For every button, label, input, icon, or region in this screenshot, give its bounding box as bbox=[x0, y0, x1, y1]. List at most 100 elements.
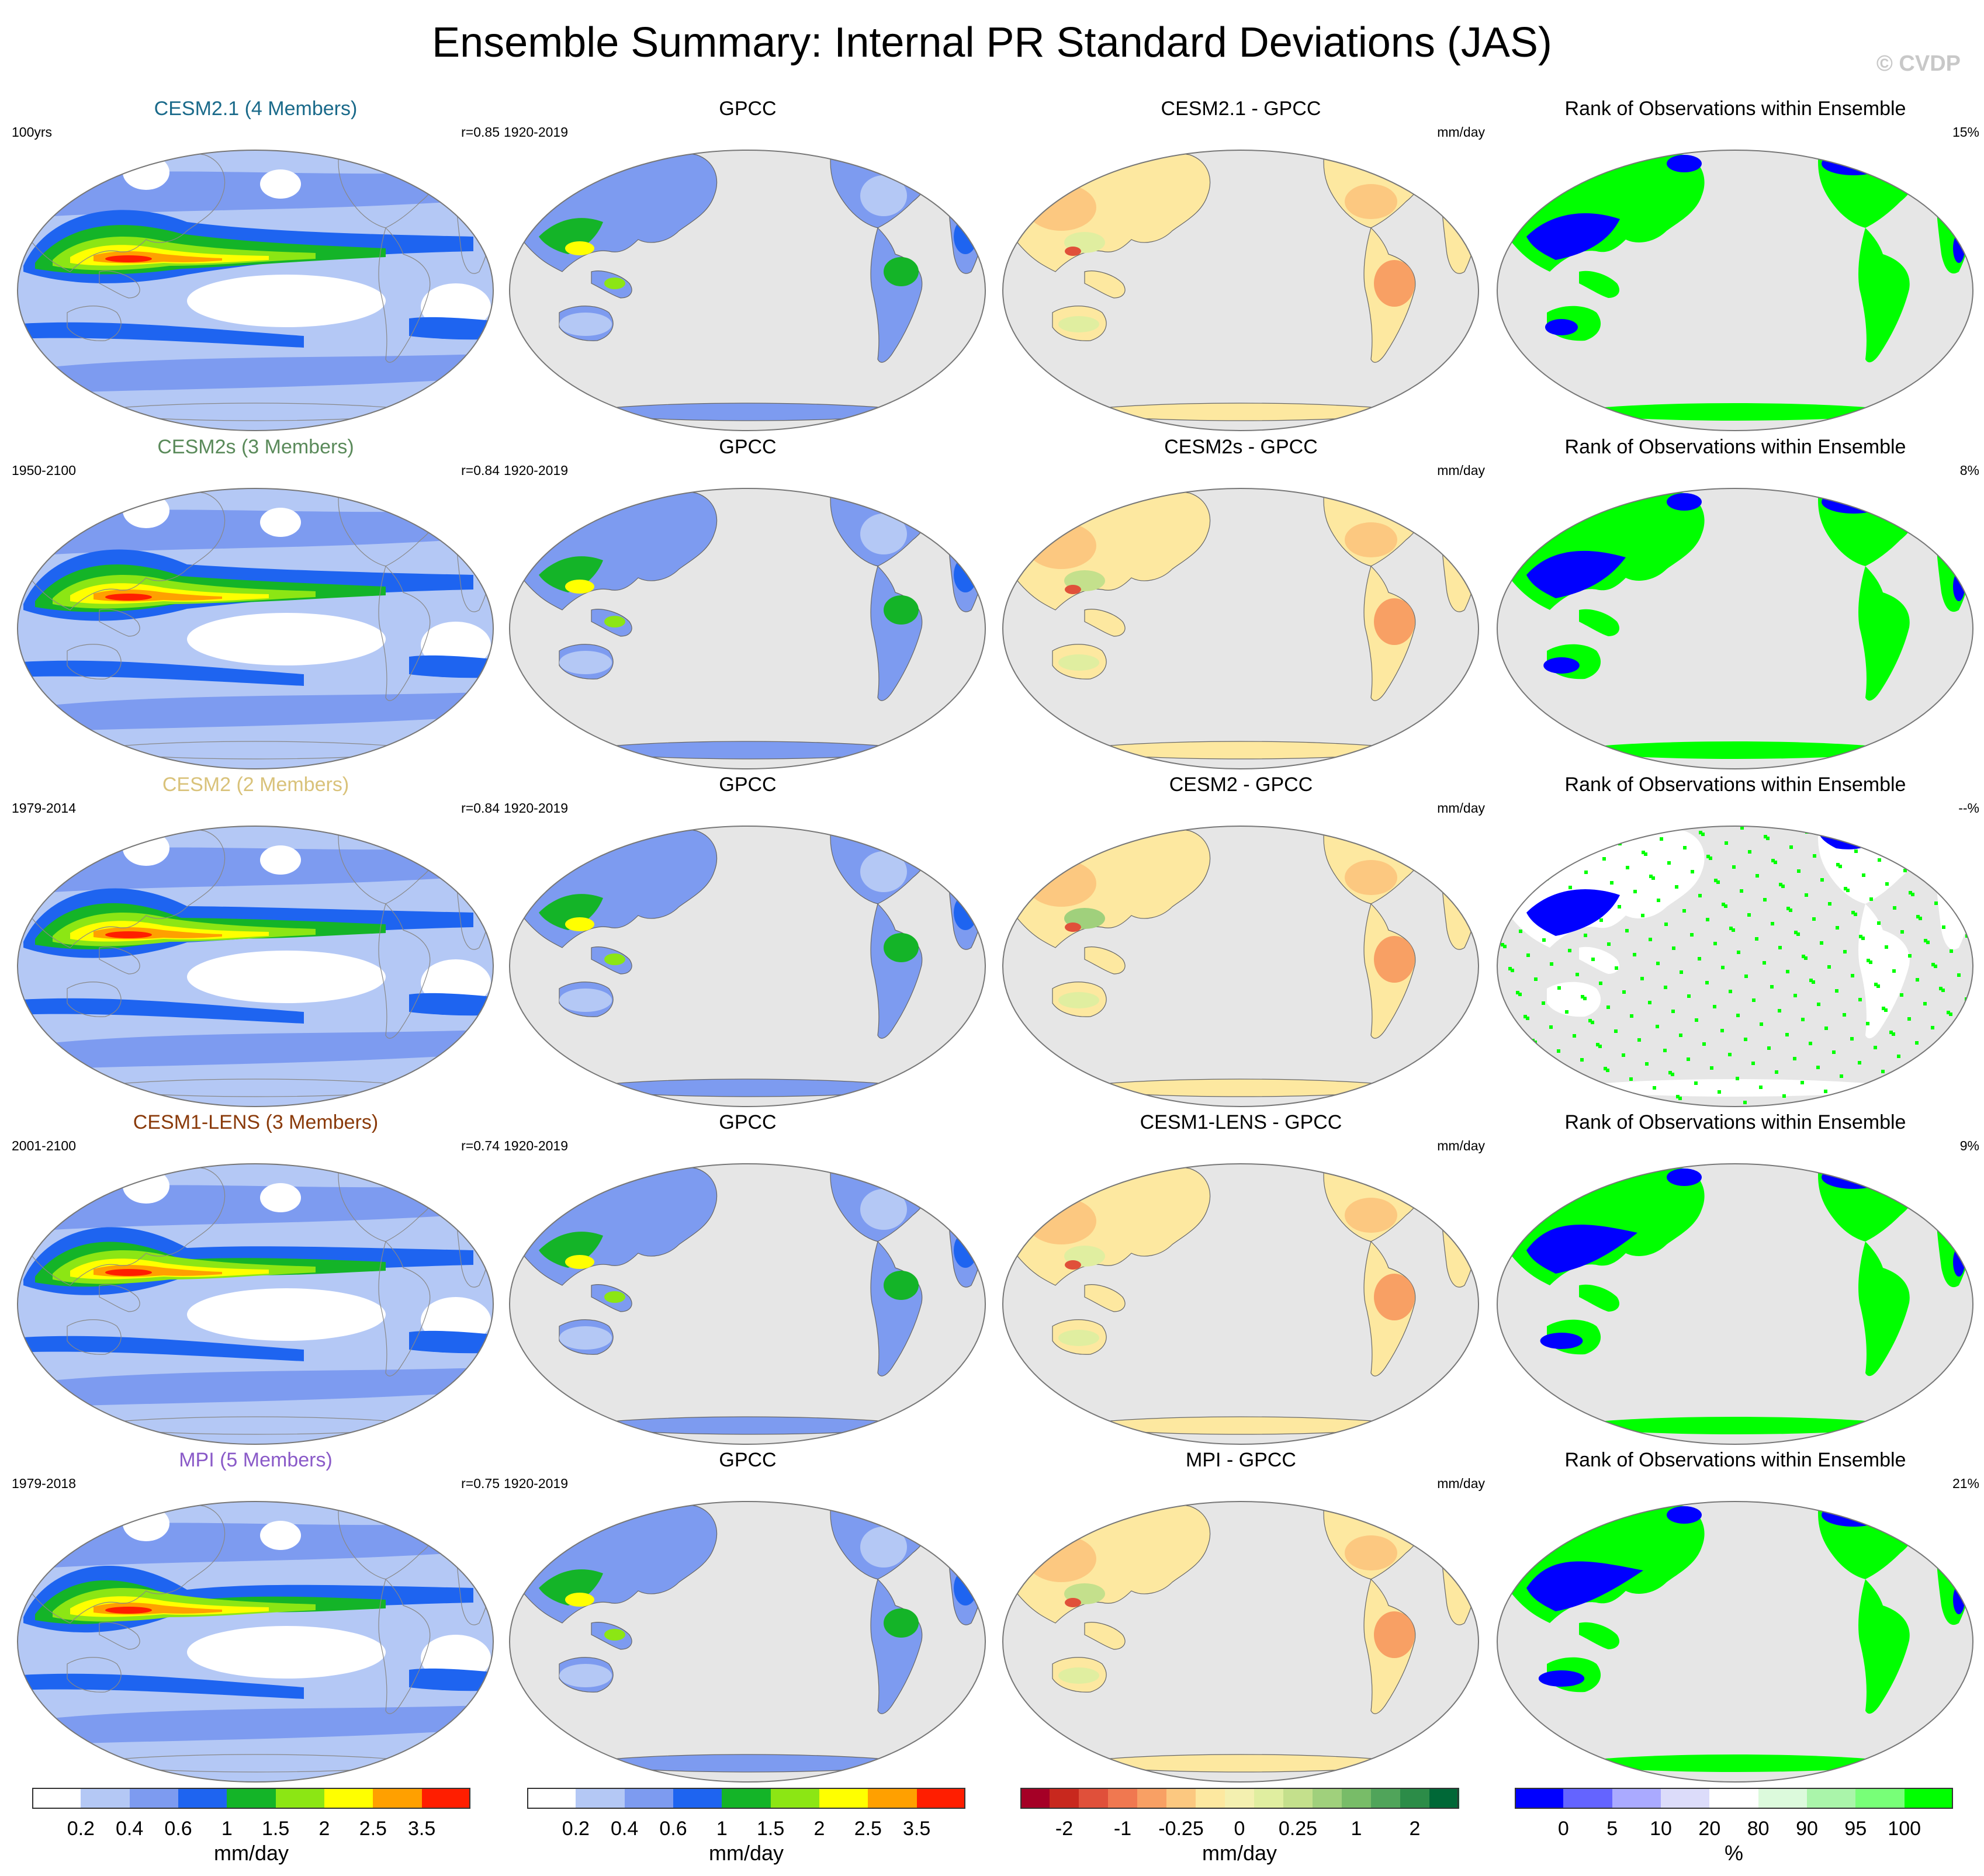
obs-title: GPCC bbox=[719, 1449, 777, 1471]
diff-title: CESM2 - GPCC bbox=[1169, 774, 1313, 796]
coastline bbox=[378, 227, 431, 363]
map-border bbox=[1002, 826, 1479, 1107]
correlation-label: r=0.74 bbox=[461, 1138, 500, 1153]
diff-title: CESM1-LENS - GPCC bbox=[1140, 1111, 1342, 1133]
rank-map bbox=[1497, 1501, 1973, 1783]
diff-title: CESM2.1 - GPCC bbox=[1161, 98, 1321, 120]
colorbar-swatch bbox=[324, 1788, 373, 1809]
precip-field bbox=[18, 1502, 493, 1782]
coastline bbox=[99, 946, 140, 975]
obs-map bbox=[509, 1501, 986, 1783]
land-diff bbox=[1084, 609, 1126, 637]
rank-map bbox=[1497, 826, 1973, 1107]
colorbar-tick-label: 2.5 bbox=[854, 1818, 882, 1840]
period-label: 100yrs bbox=[12, 124, 53, 140]
map-border bbox=[1002, 488, 1479, 769]
colorbar-units: mm/day bbox=[708, 1841, 784, 1865]
precip-field bbox=[18, 826, 493, 1107]
land-rank bbox=[1579, 271, 1620, 298]
model-map bbox=[17, 488, 494, 769]
panel-rank-row2: Rank of Observations within Ensemble 8% bbox=[1491, 435, 1979, 771]
coastline bbox=[378, 903, 431, 1039]
panel-rank-row4: Rank of Observations within Ensemble 9% bbox=[1491, 1110, 1979, 1446]
colorbar-swatch bbox=[1283, 1788, 1313, 1809]
period-label: 1979-2018 bbox=[12, 1476, 76, 1491]
diff-map bbox=[1002, 488, 1479, 769]
units-label: mm/day bbox=[1437, 1138, 1485, 1153]
page-title: Ensemble Summary: Internal PR Standard D… bbox=[432, 19, 1552, 66]
period-label: 1920-2019 bbox=[504, 1476, 568, 1491]
colorbar-tick-label: 0 bbox=[1234, 1818, 1245, 1840]
land-rank bbox=[1579, 609, 1620, 636]
panel-obs-row4: GPCC 1920-2019 bbox=[504, 1110, 992, 1446]
map-border bbox=[17, 1501, 494, 1783]
colorbar-swatch bbox=[1661, 1788, 1710, 1809]
rank-field bbox=[1512, 1502, 1972, 1772]
land-rank bbox=[1858, 904, 1910, 1039]
land-rank bbox=[1579, 1284, 1620, 1312]
map-border bbox=[1497, 150, 1973, 431]
rank-title: Rank of Observations within Ensemble bbox=[1564, 1111, 1906, 1133]
model-title: MPI (5 Members) bbox=[179, 1449, 333, 1471]
model-map bbox=[17, 1163, 494, 1445]
coastline bbox=[67, 982, 122, 1017]
diff-title: MPI - GPCC bbox=[1186, 1449, 1296, 1471]
panel-rank-row5: Rank of Observations within Ensemble 21% bbox=[1491, 1448, 1979, 1784]
coastline bbox=[67, 1657, 122, 1693]
coastline bbox=[99, 271, 140, 299]
precip-field bbox=[18, 150, 493, 431]
colorbar-swatch bbox=[275, 1788, 325, 1809]
panel-model-row3: CESM2 (2 Members) 1979-2014 r=0.84 bbox=[12, 772, 500, 1108]
rank-map bbox=[1497, 1163, 1973, 1445]
colorbar-units: mm/day bbox=[213, 1841, 289, 1865]
map-border bbox=[509, 488, 986, 769]
colorbar-tick-label: 2 bbox=[318, 1818, 330, 1840]
coastline bbox=[378, 565, 431, 701]
colorbar-tick-label: 95 bbox=[1844, 1818, 1867, 1840]
coastline bbox=[67, 1319, 122, 1355]
rank-percent: 15% bbox=[1952, 124, 1979, 140]
colorbar-swatch bbox=[81, 1788, 130, 1809]
period-label: 1950-2100 bbox=[12, 463, 76, 478]
colorbar-swatch bbox=[1612, 1788, 1661, 1809]
colorbar-frame bbox=[32, 1788, 470, 1809]
colorbar-swatch bbox=[1166, 1788, 1196, 1809]
rank-title: Rank of Observations within Ensemble bbox=[1564, 436, 1906, 458]
units-label: mm/day bbox=[1437, 800, 1485, 816]
period-label: 1920-2019 bbox=[504, 124, 568, 140]
obs-title: GPCC bbox=[719, 774, 777, 796]
map-border bbox=[1002, 1163, 1479, 1445]
land-rank bbox=[1579, 946, 1620, 974]
colorbar-tick-label: 0.6 bbox=[659, 1818, 687, 1840]
obs-map bbox=[509, 1163, 986, 1445]
colorbar-frame bbox=[1020, 1788, 1459, 1809]
panel-diff-row5: MPI - GPCC mm/day bbox=[997, 1448, 1485, 1784]
map-border bbox=[509, 1501, 986, 1783]
rank-percent: 9% bbox=[1959, 1138, 1979, 1153]
colorbar-tick-label: 0.2 bbox=[67, 1818, 95, 1840]
period-label: 1979-2014 bbox=[12, 800, 76, 816]
panel-rank-row1: Rank of Observations within Ensemble 15% bbox=[1491, 96, 1979, 432]
colorbar-tick-label: 1 bbox=[716, 1818, 728, 1840]
colorbar-tick-label: -1 bbox=[1113, 1818, 1132, 1840]
map-border bbox=[17, 1163, 494, 1445]
diff-map bbox=[1002, 826, 1479, 1107]
colorbar-swatch bbox=[1400, 1788, 1430, 1809]
map-border bbox=[17, 150, 494, 431]
cvdp-watermark: © CVDP bbox=[1876, 51, 1961, 76]
colorbar-tick-label: 3.5 bbox=[408, 1818, 436, 1840]
model-title: CESM2.1 (4 Members) bbox=[154, 98, 358, 120]
coastline bbox=[99, 609, 140, 637]
rank-percent: --% bbox=[1958, 800, 1979, 816]
correlation-label: r=0.85 bbox=[461, 124, 500, 140]
units-label: mm/day bbox=[1437, 124, 1485, 140]
model-title: CESM2 (2 Members) bbox=[162, 774, 349, 796]
model-map bbox=[17, 1501, 494, 1783]
correlation-label: r=0.84 bbox=[461, 800, 500, 816]
panel-model-row1: CESM2.1 (4 Members) 100yrs r=0.85 bbox=[12, 96, 500, 432]
period-label: 2001-2100 bbox=[12, 1138, 76, 1153]
land-rank bbox=[1858, 1242, 1910, 1376]
panel-obs-row2: GPCC 1920-2019 bbox=[504, 435, 992, 771]
panel-obs-row3: GPCC 1920-2019 bbox=[504, 772, 992, 1108]
panel-model-row2: CESM2s (3 Members) 1950-2100 r=0.84 bbox=[12, 435, 500, 771]
